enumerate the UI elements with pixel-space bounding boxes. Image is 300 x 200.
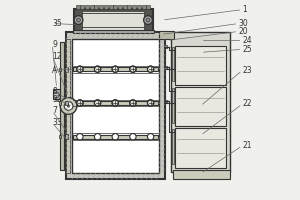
Bar xyxy=(172,47,174,81)
Bar xyxy=(172,88,174,123)
Circle shape xyxy=(144,16,152,24)
Circle shape xyxy=(130,134,136,140)
Text: 32: 32 xyxy=(52,95,62,104)
Text: 7: 7 xyxy=(52,106,57,115)
Bar xyxy=(118,5,122,9)
Bar xyxy=(64,67,68,72)
Bar xyxy=(164,45,167,48)
Text: 1: 1 xyxy=(242,5,247,14)
Circle shape xyxy=(76,18,80,22)
Bar xyxy=(171,32,230,171)
Bar xyxy=(113,5,117,9)
Bar xyxy=(132,5,136,9)
Text: 20: 20 xyxy=(238,27,248,36)
Circle shape xyxy=(147,66,154,72)
Bar xyxy=(73,101,158,105)
Text: 23: 23 xyxy=(242,66,252,75)
Circle shape xyxy=(112,100,119,106)
Circle shape xyxy=(147,134,154,140)
Bar xyxy=(76,5,80,9)
Bar xyxy=(99,5,103,9)
Bar xyxy=(59,135,61,138)
Bar xyxy=(90,5,94,9)
Circle shape xyxy=(112,66,119,72)
Bar xyxy=(59,68,61,71)
Bar xyxy=(146,5,150,9)
Bar xyxy=(85,5,89,9)
Bar xyxy=(59,101,61,105)
Circle shape xyxy=(94,100,101,106)
Circle shape xyxy=(77,66,83,72)
Text: 33: 33 xyxy=(52,118,62,127)
Circle shape xyxy=(147,100,154,106)
Bar xyxy=(142,5,146,9)
Text: 8: 8 xyxy=(52,87,57,96)
Bar xyxy=(66,39,70,173)
Bar xyxy=(173,170,230,179)
Bar xyxy=(64,134,68,139)
Text: 21: 21 xyxy=(242,141,252,150)
Text: 22: 22 xyxy=(242,99,252,108)
Circle shape xyxy=(130,66,136,72)
Text: 9: 9 xyxy=(52,40,57,49)
Text: 35: 35 xyxy=(52,19,62,28)
Bar xyxy=(123,5,127,9)
Bar xyxy=(137,5,141,9)
Circle shape xyxy=(94,134,101,140)
Circle shape xyxy=(77,100,83,106)
Bar xyxy=(164,100,167,102)
Text: 24: 24 xyxy=(242,36,252,45)
Circle shape xyxy=(64,102,73,110)
Bar xyxy=(104,5,108,9)
Circle shape xyxy=(74,16,83,24)
Bar xyxy=(82,11,144,30)
Bar xyxy=(74,9,153,31)
Bar xyxy=(66,32,165,179)
Circle shape xyxy=(146,18,150,22)
Bar xyxy=(175,46,226,85)
Bar xyxy=(73,30,154,33)
Bar xyxy=(73,135,158,139)
Bar xyxy=(64,101,68,105)
Text: 12: 12 xyxy=(52,52,62,61)
Circle shape xyxy=(77,134,83,140)
Bar xyxy=(172,129,174,164)
Circle shape xyxy=(112,134,119,140)
Circle shape xyxy=(54,92,59,98)
Bar xyxy=(60,42,64,170)
Circle shape xyxy=(130,100,136,106)
Bar xyxy=(80,5,84,9)
Circle shape xyxy=(94,66,101,72)
Circle shape xyxy=(68,105,70,107)
Bar xyxy=(94,5,98,9)
Bar xyxy=(53,89,60,99)
Circle shape xyxy=(60,98,77,114)
Text: 30: 30 xyxy=(238,19,248,28)
Bar xyxy=(72,39,158,173)
Bar xyxy=(175,128,226,168)
Bar xyxy=(73,67,158,71)
Bar xyxy=(128,5,131,9)
Bar xyxy=(164,66,167,69)
Text: 25: 25 xyxy=(242,45,252,54)
Bar xyxy=(175,87,226,126)
Bar xyxy=(158,31,174,39)
Bar xyxy=(109,5,112,9)
Text: A: A xyxy=(52,66,58,75)
